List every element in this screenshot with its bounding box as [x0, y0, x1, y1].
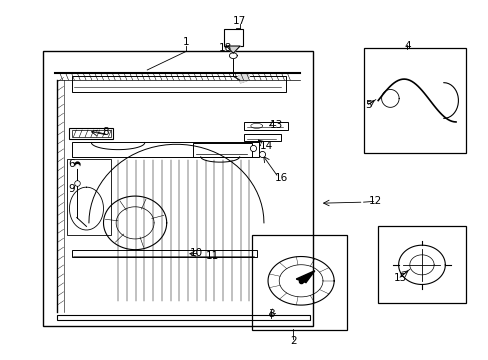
Bar	[244, 122, 287, 130]
Text: 18: 18	[218, 43, 231, 53]
Text: 17: 17	[233, 16, 246, 26]
Bar	[57, 315, 309, 320]
Text: 12: 12	[368, 197, 382, 206]
Text: 11: 11	[206, 251, 219, 261]
Bar	[72, 143, 259, 157]
Text: 2: 2	[289, 337, 296, 346]
Text: 5: 5	[365, 100, 371, 110]
Bar	[72, 250, 256, 257]
Polygon shape	[226, 46, 240, 53]
Bar	[67, 158, 111, 235]
Polygon shape	[296, 271, 314, 283]
Text: 15: 15	[393, 273, 406, 283]
Bar	[224, 29, 242, 46]
Bar	[244, 134, 281, 141]
Bar	[69, 128, 113, 139]
Polygon shape	[238, 73, 249, 83]
Text: 14: 14	[259, 141, 272, 151]
Bar	[363, 48, 465, 153]
Bar	[251, 235, 346, 330]
Text: 9: 9	[68, 184, 75, 194]
Text: 3: 3	[267, 309, 274, 319]
Text: 1: 1	[183, 37, 189, 48]
Bar	[193, 143, 251, 157]
Bar	[72, 130, 111, 137]
Text: 4: 4	[403, 41, 410, 51]
Text: 13: 13	[269, 120, 282, 130]
Bar	[377, 226, 465, 303]
Text: 6: 6	[68, 159, 75, 169]
Bar	[42, 51, 312, 327]
Text: 8: 8	[102, 127, 109, 137]
Text: 10: 10	[189, 248, 202, 258]
Bar	[72, 76, 285, 93]
Text: 16: 16	[274, 173, 287, 183]
